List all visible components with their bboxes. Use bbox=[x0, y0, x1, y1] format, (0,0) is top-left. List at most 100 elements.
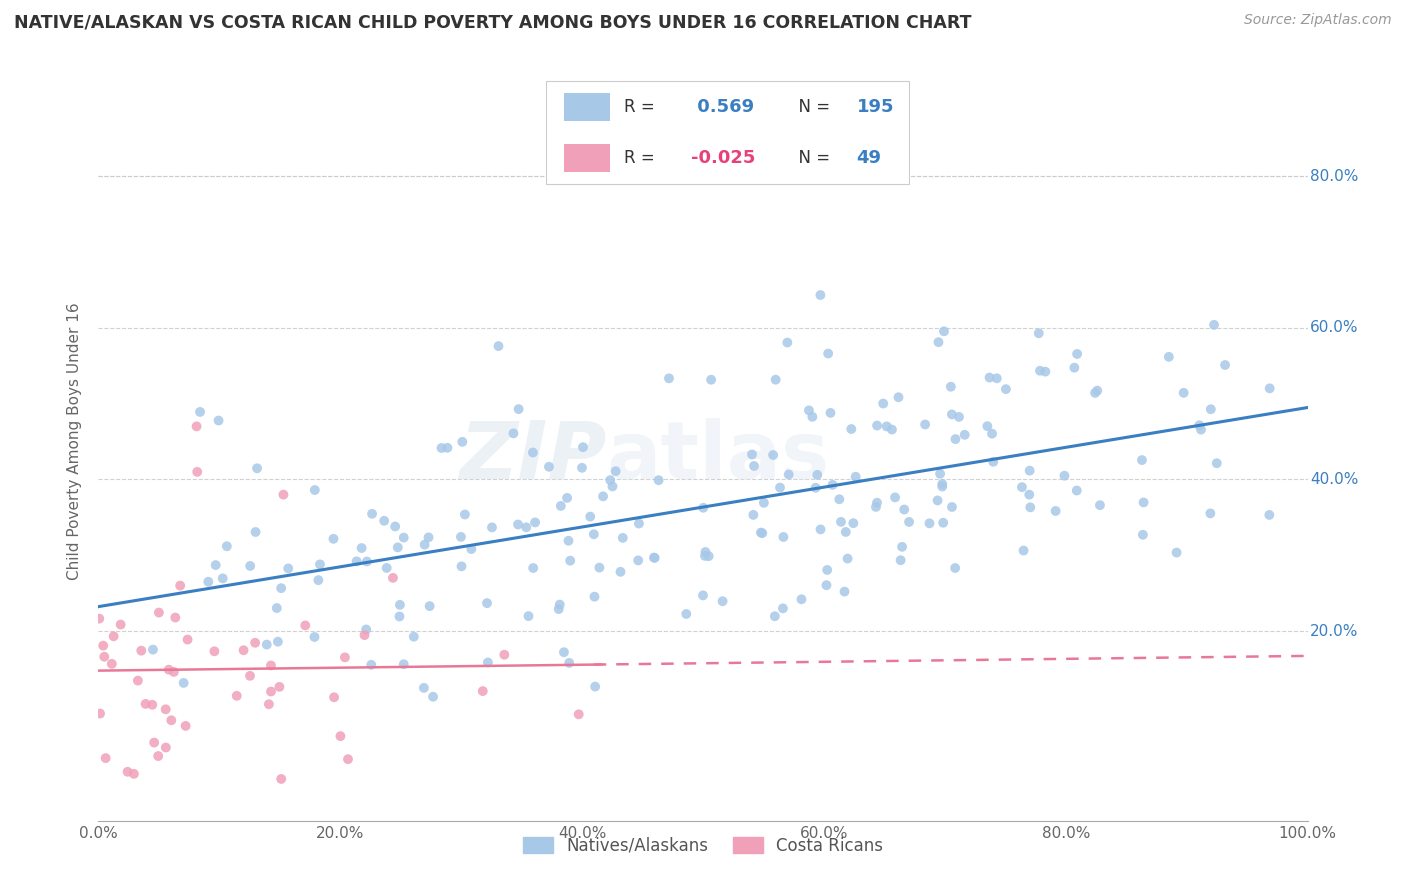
Point bbox=[568, 707, 591, 722]
Point bbox=[329, 729, 352, 743]
Point bbox=[1258, 508, 1281, 522]
Point bbox=[246, 461, 269, 475]
Point bbox=[260, 684, 283, 698]
Point bbox=[931, 477, 953, 491]
Point bbox=[494, 648, 516, 662]
Point bbox=[592, 489, 614, 503]
Point bbox=[277, 561, 299, 575]
Text: N =: N = bbox=[787, 98, 835, 116]
Point bbox=[155, 740, 177, 755]
Point bbox=[197, 574, 219, 589]
Point bbox=[772, 601, 794, 615]
Point bbox=[257, 697, 280, 711]
Point bbox=[239, 669, 262, 683]
Point bbox=[842, 516, 865, 530]
Point bbox=[887, 390, 910, 404]
Point bbox=[1202, 318, 1225, 332]
Point bbox=[749, 525, 772, 540]
Point bbox=[239, 558, 262, 573]
Point bbox=[1157, 350, 1180, 364]
Point bbox=[413, 538, 436, 552]
Point bbox=[323, 690, 346, 705]
Point bbox=[647, 473, 669, 487]
Point bbox=[270, 772, 292, 786]
Point bbox=[797, 403, 820, 417]
Point bbox=[1084, 386, 1107, 401]
Point bbox=[986, 371, 1008, 385]
Point bbox=[477, 656, 499, 670]
Point bbox=[1063, 360, 1085, 375]
Point bbox=[876, 419, 898, 434]
Point bbox=[1011, 480, 1033, 494]
Point bbox=[1045, 504, 1067, 518]
Point bbox=[1018, 487, 1040, 501]
Point bbox=[204, 558, 226, 572]
Point bbox=[1188, 418, 1211, 433]
Point bbox=[820, 406, 842, 420]
Point bbox=[994, 382, 1017, 396]
Point bbox=[872, 396, 894, 410]
Y-axis label: Child Poverty Among Boys Under 16: Child Poverty Among Boys Under 16 bbox=[67, 302, 83, 581]
Point bbox=[110, 617, 132, 632]
Point bbox=[599, 473, 621, 487]
Point bbox=[186, 419, 208, 434]
Point bbox=[555, 491, 578, 505]
Point bbox=[215, 539, 238, 553]
Point bbox=[891, 540, 914, 554]
Point bbox=[388, 598, 411, 612]
Point bbox=[1066, 347, 1088, 361]
Point bbox=[522, 445, 544, 459]
Point bbox=[337, 752, 360, 766]
Point bbox=[742, 458, 765, 473]
Point bbox=[658, 371, 681, 385]
Point bbox=[941, 408, 963, 422]
Point bbox=[202, 644, 225, 658]
Point bbox=[776, 335, 799, 350]
Point bbox=[471, 684, 494, 698]
Point bbox=[117, 764, 139, 779]
Point bbox=[451, 434, 474, 449]
Point bbox=[890, 553, 912, 567]
Point bbox=[810, 288, 832, 302]
Point bbox=[270, 581, 292, 595]
Point bbox=[163, 665, 186, 679]
Point bbox=[515, 520, 537, 534]
Point bbox=[945, 432, 967, 446]
Point bbox=[160, 713, 183, 727]
Point bbox=[94, 751, 117, 765]
Point bbox=[1066, 483, 1088, 498]
Point bbox=[817, 346, 839, 360]
Text: -0.025: -0.025 bbox=[690, 149, 755, 167]
Point bbox=[839, 422, 862, 436]
Point bbox=[828, 492, 851, 507]
Text: 20.0%: 20.0% bbox=[1310, 624, 1358, 639]
Point bbox=[381, 571, 404, 585]
Point bbox=[436, 441, 458, 455]
Point bbox=[711, 594, 734, 608]
Point bbox=[550, 499, 572, 513]
Point bbox=[245, 524, 267, 539]
Point bbox=[741, 447, 763, 461]
Point bbox=[834, 584, 856, 599]
Text: 60.0%: 60.0% bbox=[1310, 320, 1358, 335]
Point bbox=[524, 516, 547, 530]
Point bbox=[419, 599, 441, 614]
Point bbox=[927, 335, 949, 350]
Point bbox=[932, 516, 955, 530]
Point bbox=[1166, 545, 1188, 559]
Point bbox=[815, 578, 838, 592]
Legend: Natives/Alaskans, Costa Ricans: Natives/Alaskans, Costa Ricans bbox=[516, 830, 890, 862]
FancyBboxPatch shape bbox=[564, 145, 610, 172]
Point bbox=[360, 657, 382, 672]
Text: atlas: atlas bbox=[606, 417, 830, 496]
Point bbox=[939, 380, 962, 394]
Point bbox=[675, 607, 697, 621]
Point bbox=[1088, 498, 1111, 512]
Text: 195: 195 bbox=[856, 98, 894, 116]
Point bbox=[929, 467, 952, 481]
Point bbox=[361, 507, 384, 521]
Point bbox=[304, 630, 326, 644]
Point bbox=[176, 632, 198, 647]
Point bbox=[260, 658, 283, 673]
Point bbox=[155, 702, 177, 716]
